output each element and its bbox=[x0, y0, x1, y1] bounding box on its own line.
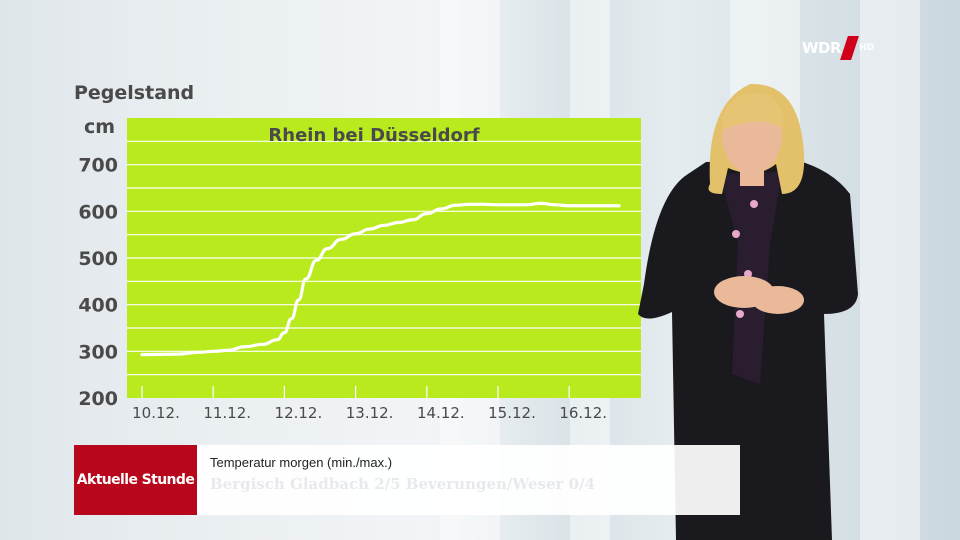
studio-light-panel bbox=[860, 0, 920, 540]
y-tick-label: 700 bbox=[78, 155, 118, 177]
y-tick-label: 300 bbox=[78, 341, 118, 363]
news-ticker: Aktuelle Stunde Temperatur morgen (min./… bbox=[74, 445, 740, 515]
channel-logo-hd: HD bbox=[859, 43, 875, 53]
x-tick-label: 13.12. bbox=[346, 404, 394, 422]
chart-unit: cm bbox=[84, 116, 116, 138]
ticker-body: Temperatur morgen (min./max.) Bergisch G… bbox=[197, 445, 740, 515]
x-tick-label: 10.12. bbox=[132, 404, 180, 422]
channel-logo-text: WDR bbox=[802, 39, 842, 57]
y-tick-label: 600 bbox=[78, 201, 118, 223]
x-tick-label: 11.12. bbox=[203, 404, 251, 422]
channel-logo: WDR HD bbox=[802, 36, 874, 60]
x-tick-label: 12.12. bbox=[275, 404, 323, 422]
chart-title: Rhein bei Düsseldorf bbox=[268, 125, 479, 146]
x-tick-label: 16.12. bbox=[559, 404, 607, 422]
ticker-brand-label: Aktuelle Stunde bbox=[76, 472, 195, 488]
series-line bbox=[140, 201, 621, 357]
x-tick-label: 15.12. bbox=[488, 404, 536, 422]
ticker-subtitle: Bergisch Gladbach 2/5 Beverungen/Weser 0… bbox=[210, 475, 596, 493]
chart-y-ticks: 200 300 400 500 600 700 bbox=[78, 155, 118, 410]
chart-ylabel: Pegelstand bbox=[74, 82, 195, 104]
y-tick-label: 500 bbox=[78, 248, 118, 270]
x-tick-label: 14.12. bbox=[417, 404, 465, 422]
y-tick-label: 400 bbox=[78, 295, 118, 317]
y-tick-label: 200 bbox=[78, 388, 118, 410]
ticker-brand-box: Aktuelle Stunde bbox=[74, 445, 197, 515]
ticker-title: Temperatur morgen (min./max.) bbox=[210, 455, 393, 470]
chart-x-ticks: 10.12. 11.12. 12.12. 13.12. 14.12. 15.12. 16.1… bbox=[132, 404, 607, 422]
